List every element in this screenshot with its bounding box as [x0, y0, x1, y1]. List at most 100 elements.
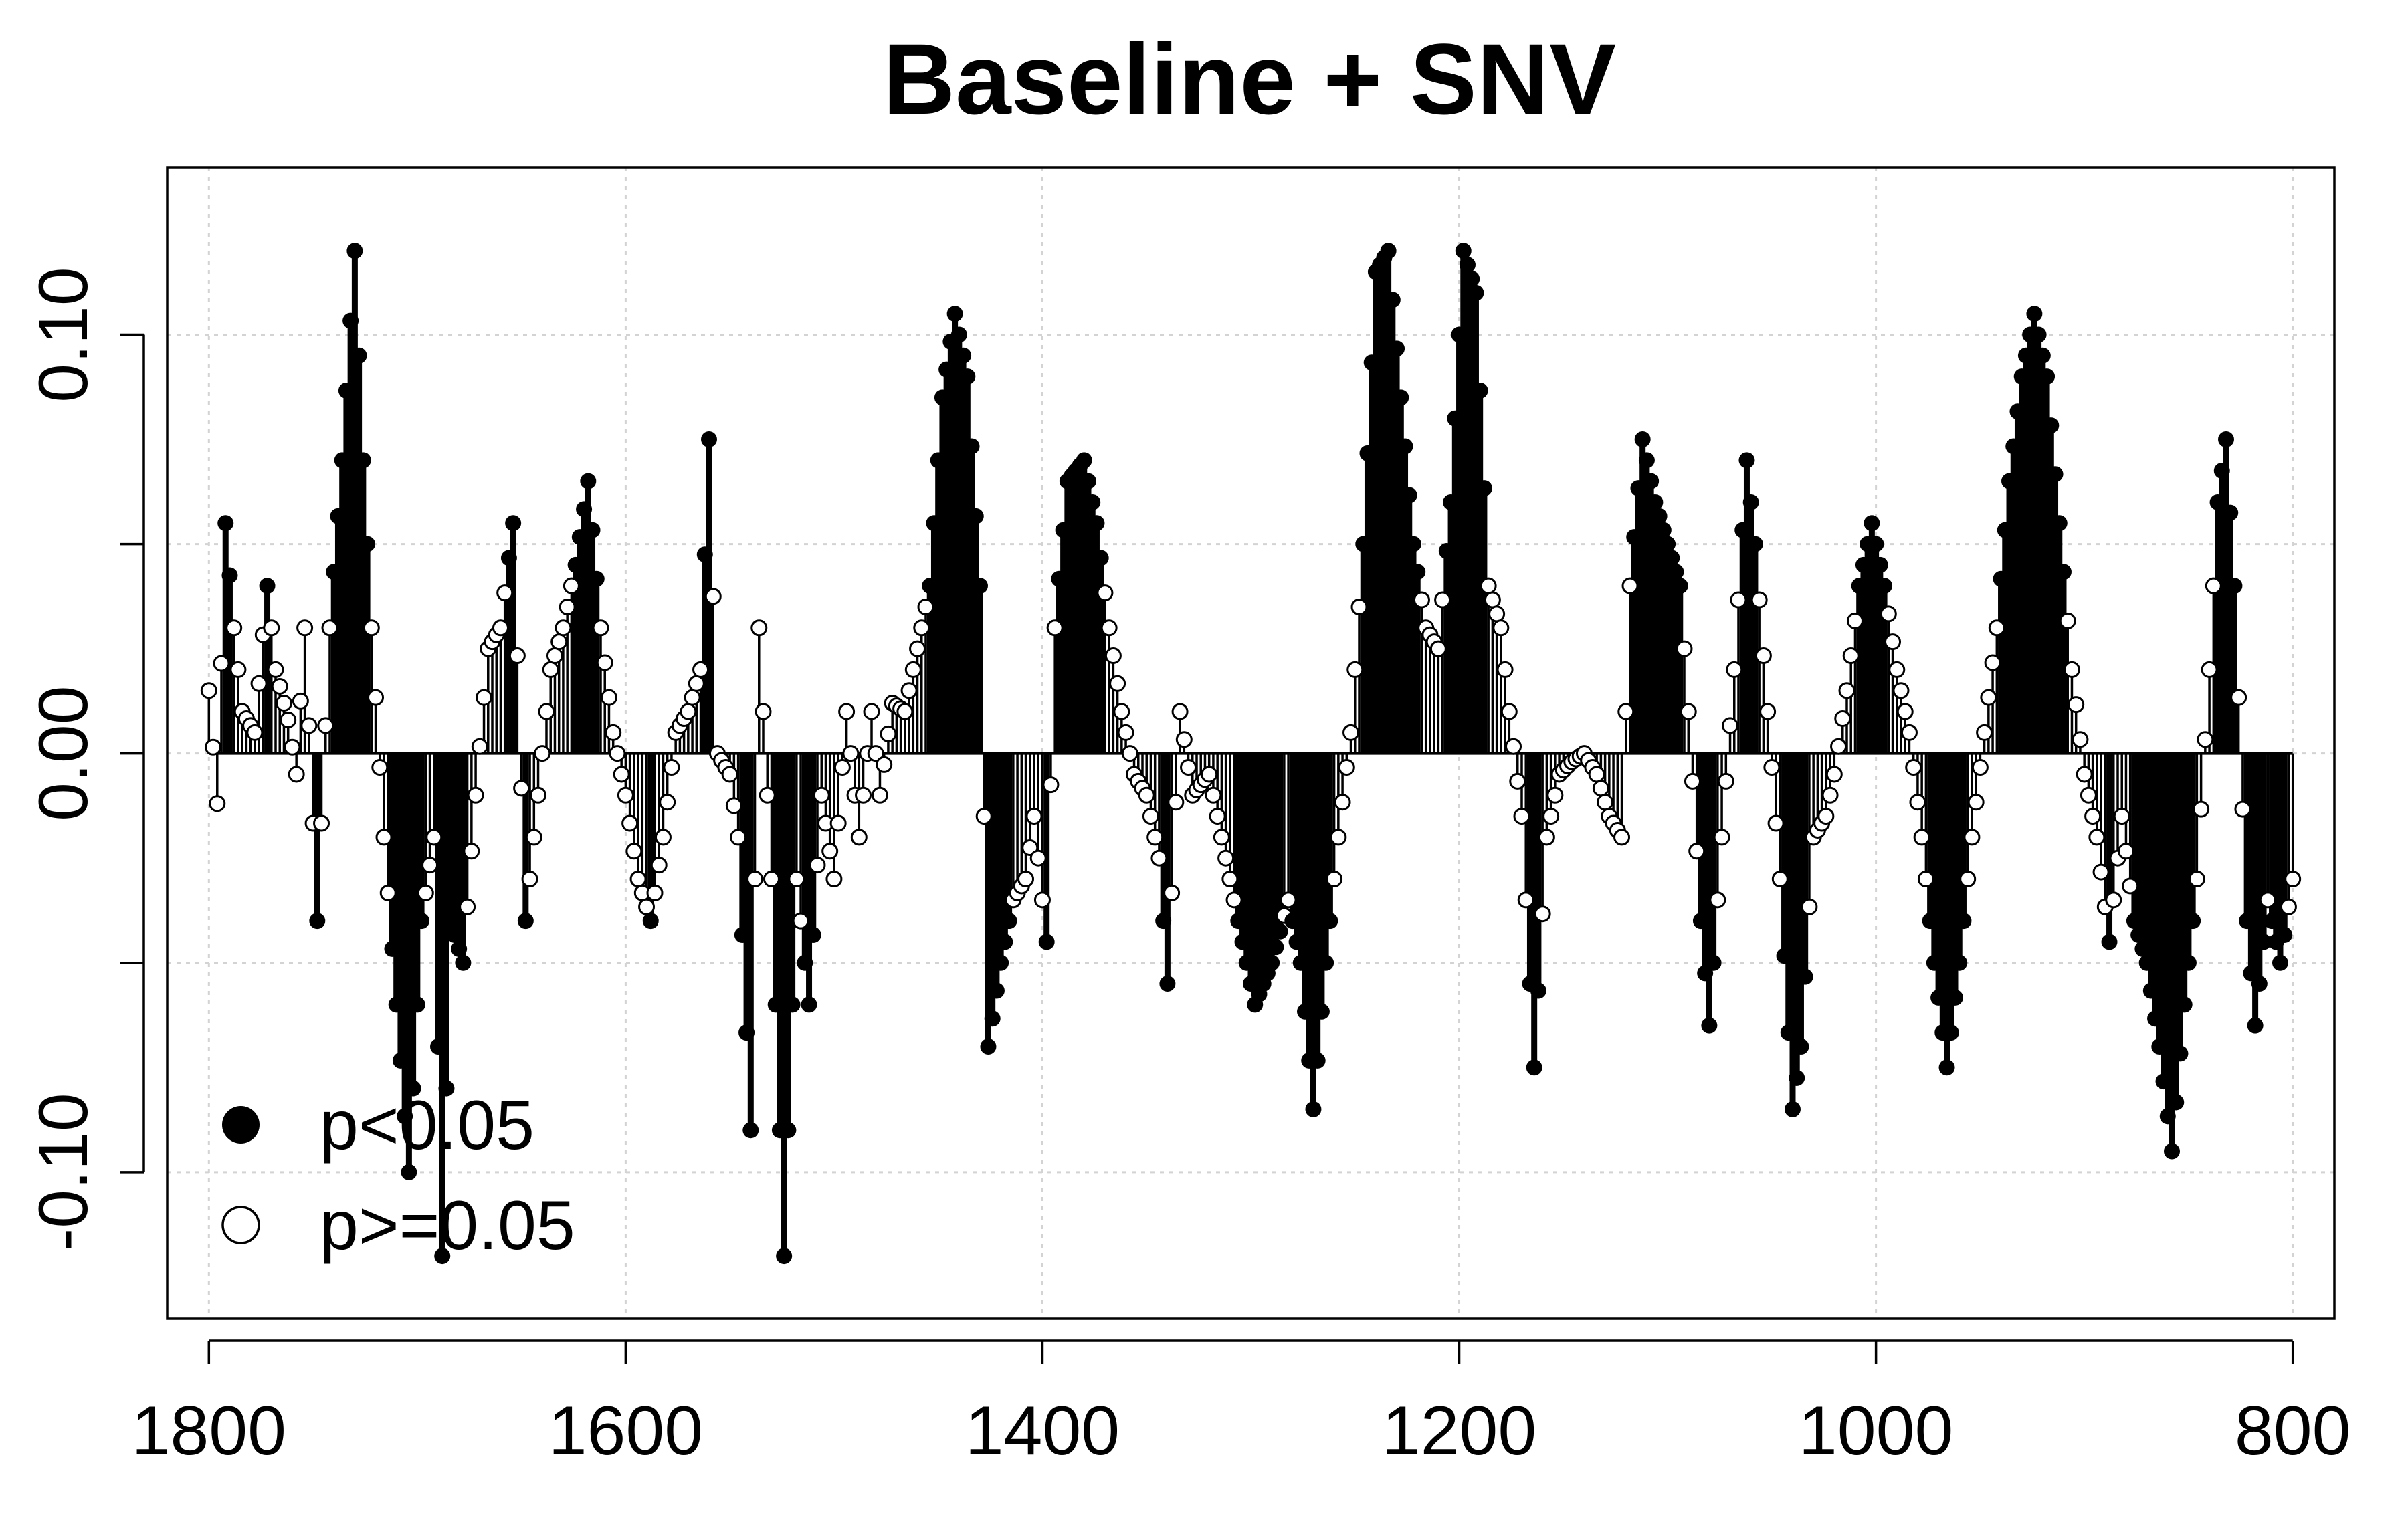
- point-significant: [1643, 473, 1660, 490]
- point-significant: [1922, 913, 1938, 930]
- point-significant: [1864, 515, 1880, 532]
- point-nonsignificant: [1163, 884, 1181, 901]
- point-nonsignificant: [534, 745, 551, 762]
- point-significant: [1438, 543, 1455, 559]
- point-significant: [1409, 564, 1426, 580]
- point-nonsignificant: [1113, 703, 1130, 720]
- point-nonsignificant: [600, 689, 617, 706]
- x-tick-label: 800: [2235, 1392, 2351, 1470]
- point-nonsignificant: [1617, 703, 1635, 720]
- point-significant: [2009, 403, 2026, 420]
- point-nonsignificant: [609, 745, 626, 762]
- point-nonsignificant: [1480, 577, 1497, 594]
- point-significant: [2055, 564, 2072, 580]
- point-nonsignificant: [759, 786, 776, 804]
- point-nonsignificant: [1988, 619, 2005, 637]
- point-significant: [401, 1164, 417, 1180]
- legend-marker-open: [221, 1206, 260, 1244]
- point-significant: [1938, 1059, 1955, 1076]
- point-significant: [1955, 913, 1972, 930]
- point-nonsignificant: [1905, 759, 1922, 776]
- point-nonsignificant: [1025, 808, 1043, 825]
- point-significant: [326, 564, 342, 580]
- point-nonsignificant: [317, 717, 334, 734]
- point-nonsignificant: [1167, 794, 1185, 811]
- point-significant: [409, 996, 425, 1013]
- point-significant: [1734, 522, 1751, 538]
- point-nonsignificant: [1754, 647, 1772, 665]
- point-significant: [980, 1038, 997, 1055]
- point-nonsignificant: [2284, 871, 2302, 888]
- point-nonsignificant: [1888, 661, 1906, 678]
- point-nonsignificant: [825, 871, 843, 888]
- point-nonsignificant: [821, 843, 839, 860]
- point-nonsignificant: [1492, 619, 1510, 637]
- point-significant: [2005, 438, 2022, 455]
- point-significant: [946, 306, 963, 322]
- point-significant: [988, 982, 1005, 999]
- point-significant: [1359, 445, 1376, 461]
- point-nonsignificant: [1096, 584, 1114, 602]
- point-nonsignificant: [1722, 717, 1739, 734]
- point-nonsignificant: [663, 759, 680, 776]
- point-nonsignificant: [1821, 786, 1839, 804]
- point-significant: [2168, 1094, 2185, 1111]
- point-significant: [1634, 431, 1651, 448]
- point-nonsignificant: [1688, 843, 1706, 860]
- point-nonsignificant: [684, 689, 701, 706]
- point-significant: [2034, 347, 2051, 364]
- point-significant: [1692, 913, 1709, 930]
- point-nonsignificant: [1104, 647, 1122, 665]
- point-nonsignificant: [1496, 661, 1514, 678]
- point-significant: [1851, 578, 1868, 594]
- point-nonsignificant: [721, 766, 738, 783]
- point-significant: [1380, 243, 1397, 259]
- point-significant: [259, 578, 276, 594]
- point-nonsignificant: [1884, 633, 1902, 651]
- point-nonsignificant: [2230, 689, 2247, 706]
- point-significant: [1785, 1101, 1801, 1117]
- point-nonsignificant: [496, 584, 514, 602]
- point-nonsignificant: [1146, 829, 1164, 846]
- point-significant: [2013, 368, 2030, 385]
- point-significant: [430, 1038, 446, 1055]
- point-significant: [1238, 954, 1255, 971]
- point-significant: [1626, 529, 1643, 546]
- point-nonsignificant: [650, 857, 668, 874]
- point-significant: [413, 913, 430, 930]
- point-nonsignificant: [613, 766, 630, 783]
- point-nonsignificant: [246, 724, 264, 741]
- point-nonsignificant: [1484, 591, 1501, 609]
- point-significant: [1926, 954, 1942, 971]
- point-nonsignificant: [1976, 724, 1993, 741]
- point-significant: [1001, 913, 1017, 930]
- point-nonsignificant: [1346, 661, 1364, 678]
- point-significant: [930, 452, 946, 469]
- point-nonsignificant: [2105, 891, 2122, 909]
- point-significant: [1080, 473, 1096, 490]
- point-nonsignificant: [1534, 905, 1551, 923]
- point-nonsignificant: [263, 619, 280, 637]
- point-nonsignificant: [1913, 829, 1930, 846]
- point-significant: [1797, 968, 1813, 985]
- point-nonsignificant: [1709, 891, 1726, 909]
- y-axis: 0.10 0.00 -0.10: [25, 267, 145, 1251]
- point-nonsignificant: [730, 829, 747, 846]
- point-significant: [1309, 1052, 1326, 1069]
- point-nonsignificant: [1225, 891, 1243, 909]
- point-significant: [1460, 257, 1476, 274]
- point-nonsignificant: [229, 661, 247, 678]
- point-nonsignificant: [313, 814, 330, 832]
- point-nonsignificant: [842, 745, 860, 762]
- point-nonsignificant: [417, 884, 434, 901]
- point-significant: [1443, 494, 1460, 510]
- point-significant: [1526, 1059, 1542, 1076]
- point-significant: [2134, 940, 2151, 957]
- point-significant: [963, 438, 980, 455]
- point-nonsignificant: [1142, 808, 1159, 825]
- x-tick-label: 1200: [1382, 1392, 1536, 1470]
- point-significant: [2126, 913, 2142, 930]
- point-nonsignificant: [367, 689, 385, 706]
- point-significant: [1668, 564, 1684, 580]
